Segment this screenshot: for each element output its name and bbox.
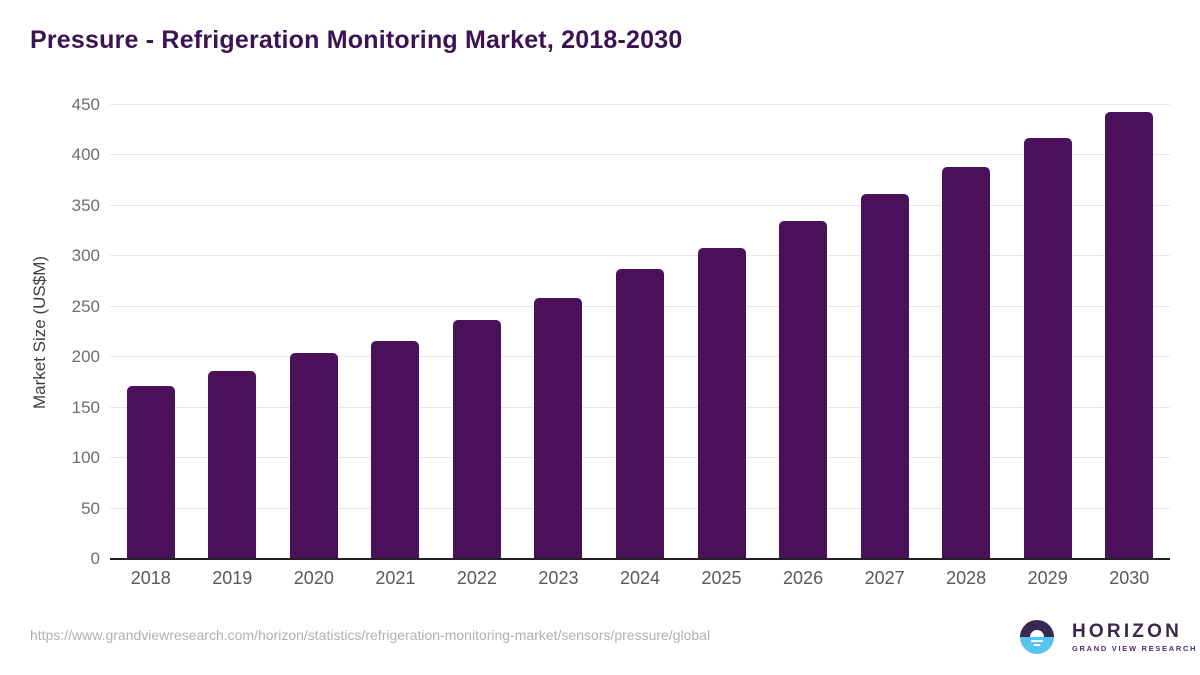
bar-2022 bbox=[452, 319, 501, 559]
x-axis-line bbox=[110, 558, 1170, 560]
gridline-350 bbox=[110, 204, 1170, 206]
bar-2018 bbox=[126, 386, 175, 559]
gridline-450 bbox=[110, 104, 1170, 105]
bar-2023 bbox=[534, 297, 583, 559]
bar-2027 bbox=[860, 193, 909, 559]
x-axis-tick-labels: 2018 2019 2020 2021 2022 2023 2024 2025 2026 2027… bbox=[110, 568, 1170, 594]
y-tick-50: 50 bbox=[81, 498, 100, 518]
sun-reflection-shape bbox=[1031, 640, 1043, 642]
y-axis-tick-labels: 0 50 100 150 200 250 300 350 400 450 bbox=[0, 96, 100, 568]
x-tick-2019: 2019 bbox=[212, 568, 253, 588]
gridline-400 bbox=[110, 154, 1170, 156]
y-tick-200: 200 bbox=[71, 347, 100, 367]
y-tick-0: 0 bbox=[90, 549, 100, 568]
plot-area bbox=[110, 104, 1170, 560]
x-tick-2024: 2024 bbox=[619, 568, 660, 588]
x-tick-2027: 2027 bbox=[864, 568, 905, 588]
sun-shape bbox=[1030, 630, 1044, 637]
chart-title: Pressure - Refrigeration Monitoring Mark… bbox=[30, 26, 683, 54]
bar-2029 bbox=[1023, 138, 1072, 559]
sunset-sky-shape bbox=[1020, 620, 1054, 637]
x-tick-2025: 2025 bbox=[701, 568, 742, 588]
bar-2019 bbox=[208, 371, 257, 559]
logo-brand: HORIZON bbox=[1072, 620, 1183, 642]
x-tick-2018: 2018 bbox=[130, 568, 171, 588]
x-tick-2020: 2020 bbox=[293, 568, 334, 588]
y-tick-450: 450 bbox=[71, 95, 100, 114]
x-tick-2029: 2029 bbox=[1027, 568, 1068, 588]
logo-text: HORIZON GRAND VIEW RESEARCH bbox=[1072, 622, 1197, 653]
bar-2026 bbox=[779, 221, 828, 559]
horizon-sunset-icon bbox=[1020, 620, 1054, 654]
logo-subbrand: GRAND VIEW RESEARCH bbox=[1072, 643, 1198, 653]
x-tick-2030: 2030 bbox=[1109, 568, 1150, 588]
y-tick-350: 350 bbox=[71, 195, 100, 215]
x-tick-2022: 2022 bbox=[456, 568, 497, 588]
bar-2030 bbox=[1105, 112, 1154, 559]
sun-reflection-shape bbox=[1033, 644, 1041, 646]
gridline-300 bbox=[110, 255, 1170, 257]
y-tick-400: 400 bbox=[71, 145, 100, 165]
y-tick-150: 150 bbox=[71, 397, 100, 417]
x-tick-2021: 2021 bbox=[375, 568, 416, 588]
x-tick-2023: 2023 bbox=[538, 568, 579, 588]
x-tick-2026: 2026 bbox=[783, 568, 824, 588]
horizon-logo: HORIZON GRAND VIEW RESEARCH bbox=[1020, 620, 1197, 654]
bar-2021 bbox=[371, 341, 420, 559]
bar-2028 bbox=[942, 166, 991, 559]
y-tick-100: 100 bbox=[71, 448, 100, 468]
y-tick-300: 300 bbox=[71, 246, 100, 266]
x-tick-2028: 2028 bbox=[946, 568, 987, 588]
source-url: https://www.grandviewresearch.com/horizo… bbox=[30, 627, 711, 643]
bar-2024 bbox=[616, 269, 664, 559]
bar-2020 bbox=[289, 353, 338, 559]
y-tick-250: 250 bbox=[71, 296, 100, 316]
bar-2025 bbox=[697, 248, 746, 559]
